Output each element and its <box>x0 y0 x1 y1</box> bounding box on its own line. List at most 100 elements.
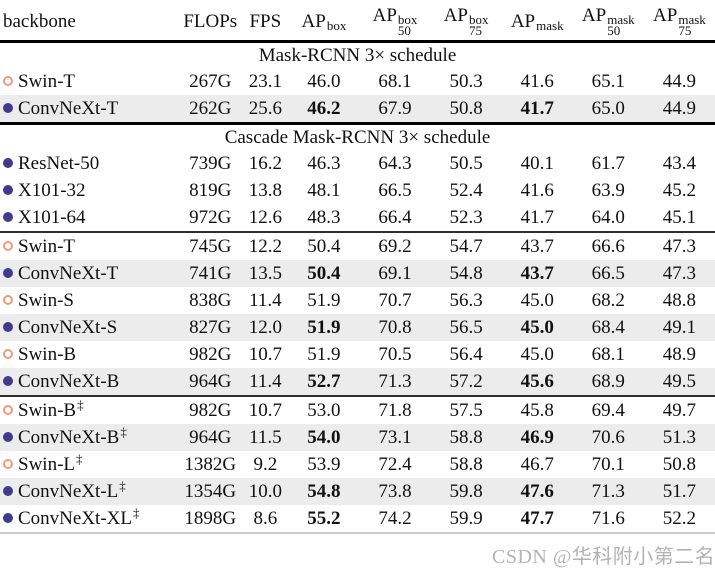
value-cell: 70.7 <box>378 290 412 311</box>
value-cell: 43.7 <box>520 263 554 284</box>
value-cell: 71.8 <box>359 395 431 424</box>
value-cell: 45.0 <box>520 317 554 338</box>
value-cell: 972G <box>189 207 232 228</box>
superscript-subscript: mask <box>536 19 563 32</box>
table-row: Swin-B 982G 10.7 51.9 70.5 56.4 45.0 68.1 48.9 <box>0 341 715 368</box>
section-title: Cascade Mask-RCNN 3× schedule <box>0 122 715 150</box>
value-cell: 52.2 <box>662 508 697 529</box>
value-cell: 53.0 <box>288 395 360 424</box>
value-cell: 71.3 <box>378 371 412 392</box>
filled-circle-icon <box>3 513 13 523</box>
filled-circle-icon <box>3 158 13 168</box>
backbone-name: Swin-B <box>18 344 77 365</box>
value-cell: 65.0 <box>591 98 625 119</box>
value-cell: 69.4 <box>572 395 644 424</box>
column-label: AP <box>653 5 678 26</box>
value-cell: 66.5 <box>591 263 625 284</box>
value-cell: 45.8 <box>501 395 573 424</box>
value-cell: 50.4 <box>288 231 360 260</box>
value-cell: 11.4 <box>249 290 282 311</box>
value-cell: 10.7 <box>242 395 289 424</box>
value-cell: 54.7 <box>430 231 502 260</box>
backbone-cell: ConvNeXt-T <box>0 95 178 124</box>
table-row: ConvNeXt-T 262G 25.6 46.2 67.9 50.8 41.7 65.0 44… <box>0 95 715 124</box>
backbone-cell: ConvNeXt-S <box>0 314 178 341</box>
value-cell: 41.7 <box>520 207 554 228</box>
column-header-ap-mask50: AP mask 50 <box>572 2 644 43</box>
open-circle-icon <box>3 241 13 251</box>
value-cell: 69.2 <box>359 231 431 260</box>
value-cell: 59.9 <box>449 508 483 529</box>
ap-subscript: 75 <box>469 23 482 38</box>
value-cell: 48.3 <box>307 207 341 228</box>
backbone-name: ConvNeXt-B <box>18 371 120 392</box>
value-cell: 49.5 <box>662 371 697 392</box>
value-cell: 45.6 <box>520 371 554 392</box>
value-cell: 68.1 <box>378 71 412 92</box>
value-cell: 23.1 <box>248 71 282 92</box>
backbone-cell: Swin-L‡ <box>0 451 178 478</box>
superscript-subscript: box 75 <box>469 12 489 38</box>
column-label: AP <box>301 10 326 32</box>
value-cell: 267G <box>189 71 232 92</box>
value-cell: 745G <box>178 231 243 260</box>
backbone-name: ConvNeXt-T <box>18 98 119 119</box>
ap-superscript: box <box>469 12 489 27</box>
value-cell: 54.8 <box>449 263 483 284</box>
value-cell: 46.2 <box>307 98 341 119</box>
backbone-cell: Swin-B‡ <box>0 395 179 424</box>
value-cell: 41.7 <box>520 98 554 119</box>
table-row: Swin-T 745G 12.2 50.4 69.2 54.7 43.7 66.6 47.3 <box>0 231 715 260</box>
backbone-name: Swin-T <box>18 236 75 257</box>
superscript-subscript: mask 50 <box>607 12 635 37</box>
value-cell: 982G <box>178 395 243 424</box>
value-cell: 51.9 <box>307 317 341 338</box>
double-dagger-icon: ‡ <box>120 424 127 439</box>
section-title: Mask-RCNN 3× schedule <box>258 45 457 66</box>
value-cell: 51.7 <box>662 481 697 502</box>
value-cell: 51.9 <box>307 290 341 311</box>
value-cell: 58.8 <box>449 454 483 475</box>
value-cell: 47.3 <box>643 231 715 260</box>
column-header-flops: FLOPs <box>178 2 243 43</box>
double-dagger-icon: ‡ <box>76 451 83 466</box>
ap-superscript: mask <box>607 12 635 27</box>
value-cell: 41.6 <box>520 71 554 92</box>
value-cell: 50.8 <box>662 454 697 475</box>
backbone-name: Swin-S <box>18 290 74 311</box>
value-cell: 45.1 <box>662 207 697 228</box>
value-cell: 56.3 <box>449 290 483 311</box>
value-cell: 63.9 <box>591 180 625 201</box>
value-cell: 12.0 <box>248 317 282 338</box>
backbone-name: Swin-B <box>18 400 77 421</box>
filled-circle-icon <box>3 268 13 278</box>
table-row: Swin-S 838G 11.4 51.9 70.7 56.3 45.0 68.2 48.8 <box>0 287 715 314</box>
value-cell: 68.1 <box>591 344 625 365</box>
value-cell: 70.1 <box>591 454 625 475</box>
filled-circle-icon <box>3 432 13 442</box>
backbone-name: Swin-T <box>18 71 75 92</box>
double-dagger-icon: ‡ <box>77 397 84 412</box>
value-cell: 50.8 <box>449 98 483 119</box>
value-cell: 49.1 <box>662 317 697 338</box>
table-body: Mask-RCNN 3× schedule Swin-T 267G 23.1 46.0 6… <box>0 42 715 534</box>
value-cell: 52.3 <box>449 207 483 228</box>
value-cell: 58.8 <box>449 427 483 448</box>
value-cell: 71.3 <box>591 481 625 502</box>
table-header: backbone FLOPs FPS AP box AP box 50 AP box 75 AP mas… <box>0 2 715 43</box>
value-cell: 25.6 <box>248 98 282 119</box>
table-row: X101-64 972G 12.6 48.3 66.4 52.3 41.7 64.0 45.1 <box>0 204 715 232</box>
backbone-name: ConvNeXt-L <box>18 481 119 502</box>
value-cell: 12.6 <box>248 207 282 228</box>
value-cell: 11.5 <box>249 427 282 448</box>
value-cell: 1354G <box>184 481 237 502</box>
value-cell: 982G <box>189 344 232 365</box>
value-cell: 45.2 <box>662 180 697 201</box>
open-circle-icon <box>3 405 13 415</box>
value-cell: 68.4 <box>591 317 625 338</box>
column-header-fps: FPS <box>242 2 289 43</box>
table-row: ConvNeXt-T 741G 13.5 50.4 69.1 54.8 43.7 66.5 47… <box>0 260 715 287</box>
value-cell: 16.2 <box>248 153 282 174</box>
backbone-cell: ConvNeXt-XL‡ <box>0 505 178 533</box>
